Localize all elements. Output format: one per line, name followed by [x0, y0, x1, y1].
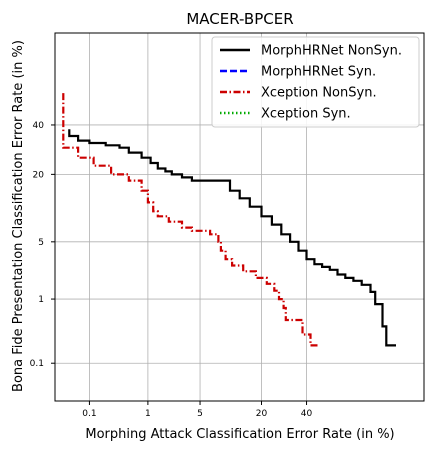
x-tick-label: 40 — [301, 409, 313, 419]
x-axis-label: Morphing Attack Classification Error Rat… — [85, 427, 394, 442]
y-tick-label: 20 — [33, 170, 45, 180]
x-tick-label: 0.1 — [82, 409, 96, 419]
legend-box — [211, 36, 420, 128]
x-tick-label: 20 — [256, 409, 268, 419]
x-tick-label: 1 — [145, 409, 151, 419]
y-tick-label: 1 — [38, 295, 44, 305]
legend: MorphHRNet NonSyn. MorphHRNet Syn. Xceptio… — [211, 36, 420, 128]
series-line-2 — [62, 93, 319, 347]
legend-label-2: Xception NonSyn. — [261, 86, 377, 101]
series-line-0 — [68, 129, 396, 347]
y-tick-label: 40 — [33, 121, 45, 131]
legend-label-3: Xception Syn. — [261, 107, 351, 122]
ticks: 0.1 1 5 20 40 0.1 1 5 20 40 — [30, 121, 313, 419]
chart-title: MACER-BPCER — [186, 10, 293, 28]
series-lines — [62, 93, 396, 347]
y-tick-label: 5 — [38, 238, 44, 248]
y-axis-label: Bona Fide Presentation Classification Er… — [11, 40, 26, 392]
legend-label-1: MorphHRNet Syn. — [261, 65, 376, 80]
plot-area — [54, 32, 425, 402]
legend-label-0: MorphHRNet NonSyn. — [261, 44, 402, 59]
y-tick-label: 0.1 — [30, 359, 44, 369]
x-tick-label: 5 — [197, 409, 203, 419]
